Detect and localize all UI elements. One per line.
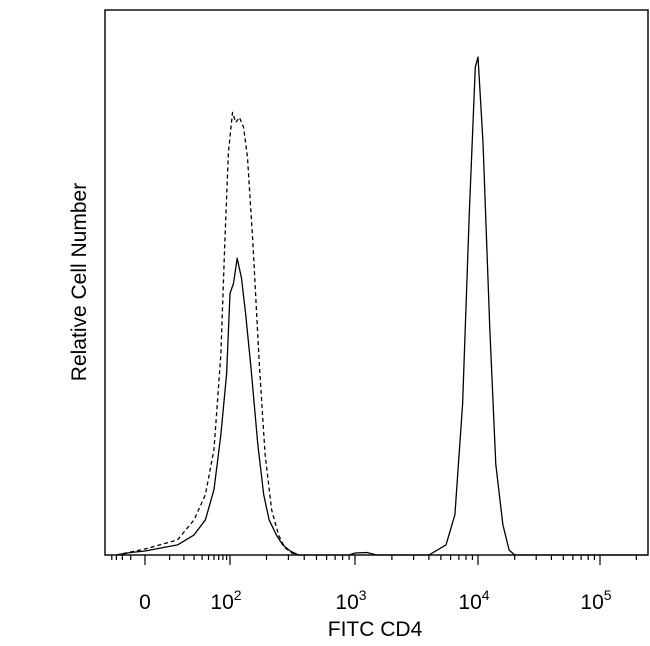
x-axis-title: FITC CD4 <box>328 618 423 641</box>
y-axis-title: Relative Cell Number <box>68 183 91 381</box>
x-tick-label: 105 <box>580 587 611 614</box>
x-axis-minor-ticks <box>111 555 637 560</box>
histogram-dashed-line <box>116 111 299 556</box>
x-tick-label: 102 <box>210 587 241 614</box>
series-layer <box>116 56 648 556</box>
x-axis-major-ticks <box>144 555 601 565</box>
histogram-solid-line <box>116 56 648 556</box>
x-axis-tick-labels: 0 102 103 104 105 <box>139 587 612 614</box>
x-tick-label: 104 <box>458 587 489 614</box>
x-tick-label: 0 <box>139 591 151 614</box>
plot-frame <box>104 9 649 556</box>
x-tick-label: 103 <box>335 587 366 614</box>
